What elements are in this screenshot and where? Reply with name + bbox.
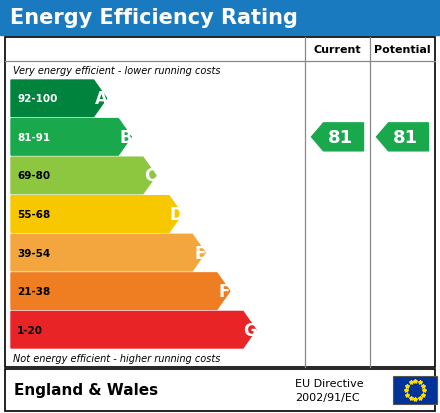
Text: EU Directive
2002/91/EC: EU Directive 2002/91/EC [295,378,363,401]
Text: G: G [244,321,257,339]
Text: 81: 81 [393,128,418,147]
Polygon shape [11,273,230,310]
Polygon shape [11,81,106,117]
Text: 21-38: 21-38 [17,287,50,297]
Bar [393,376,437,404]
Text: England & Wales: England & Wales [14,382,158,398]
Polygon shape [11,196,182,233]
Polygon shape [312,123,363,152]
Text: Very energy efficient - lower running costs: Very energy efficient - lower running co… [13,66,220,76]
Polygon shape [377,123,429,152]
Text: 69-80: 69-80 [17,171,50,181]
Polygon shape [11,158,156,194]
Bar [5,369,435,411]
Bar [0,0,440,36]
Text: B: B [120,128,132,147]
Bar [5,38,435,367]
Text: 81: 81 [328,128,353,147]
Text: 81-91: 81-91 [17,133,50,142]
Text: 1-20: 1-20 [17,325,43,335]
Text: 39-54: 39-54 [17,248,50,258]
Text: Potential: Potential [374,45,431,55]
Text: Current: Current [314,45,361,55]
Polygon shape [11,312,256,348]
Text: F: F [219,282,230,300]
Polygon shape [11,119,131,156]
Text: Not energy efficient - higher running costs: Not energy efficient - higher running co… [13,353,220,363]
Polygon shape [11,235,205,271]
Text: 55-68: 55-68 [17,209,50,219]
Text: 92-100: 92-100 [17,94,57,104]
Text: E: E [194,244,205,262]
Text: D: D [170,206,183,223]
Text: Energy Efficiency Rating: Energy Efficiency Rating [10,8,298,28]
Text: A: A [95,90,108,108]
Text: C: C [144,167,157,185]
